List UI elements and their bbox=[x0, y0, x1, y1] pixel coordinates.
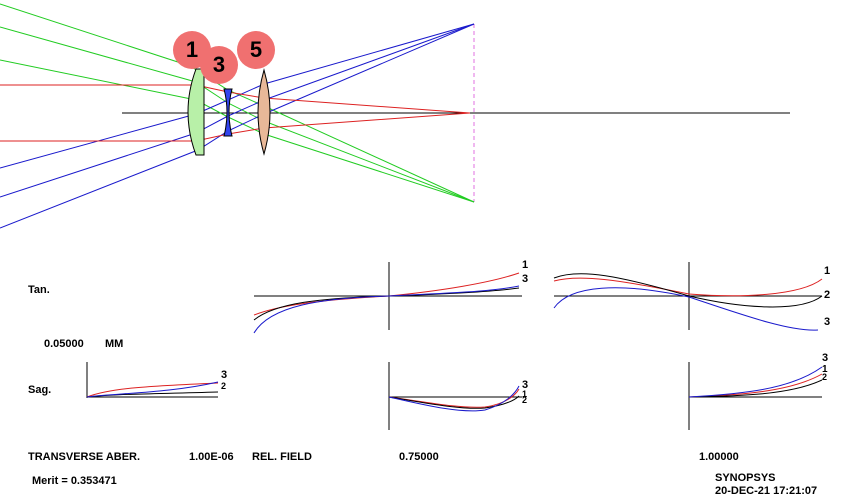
tan-100-curve-1 bbox=[553, 277, 823, 297]
curve-label: 1 bbox=[824, 265, 831, 277]
curve-label: 3 bbox=[522, 273, 529, 285]
curve-label: 2 bbox=[822, 372, 828, 382]
scale-unit: MM bbox=[105, 338, 124, 350]
curve-label: 2 bbox=[221, 381, 227, 391]
rel-field-100: 1.00000 bbox=[699, 451, 739, 463]
tan-075-curve-1 bbox=[253, 272, 520, 316]
sag-plot-100 bbox=[688, 362, 823, 430]
sag-100-curve-3 bbox=[688, 366, 823, 398]
curve-label: 1 bbox=[522, 259, 529, 271]
tan-075-curve-3 bbox=[253, 285, 520, 334]
tan-100-curve-3 bbox=[553, 287, 819, 331]
transverse-aber-label: TRANSVERSE ABER. bbox=[28, 451, 141, 463]
curve-label: 1 bbox=[822, 364, 828, 375]
tan-label: Tan. bbox=[28, 284, 50, 296]
curve-label: 3 bbox=[824, 316, 831, 328]
lens-element-2 bbox=[223, 88, 233, 137]
curve-label: 2 bbox=[522, 395, 528, 405]
sag-plot-075 bbox=[388, 362, 522, 430]
curve-label: 3 bbox=[522, 379, 529, 391]
program-name: SYNOPSYS bbox=[715, 472, 776, 484]
lens-element-3 bbox=[257, 68, 271, 156]
tan-plot-075 bbox=[253, 262, 522, 334]
scale-exponent: 1.00E-06 bbox=[189, 451, 234, 463]
sag-100-curve-1 bbox=[688, 373, 823, 398]
lens-element-1 bbox=[187, 68, 205, 156]
sag-000-curve-1 bbox=[86, 382, 219, 398]
sag-000-curve-2 bbox=[86, 391, 219, 398]
scale-value: 0.05000 bbox=[44, 338, 84, 350]
rel-field-label: REL. FIELD bbox=[252, 451, 312, 463]
curve-label: 2 bbox=[824, 289, 831, 301]
rel-field-075: 0.75000 bbox=[399, 451, 439, 463]
ray-bundle-green bbox=[0, 3, 475, 203]
sag-075-curve-1 bbox=[388, 388, 520, 408]
merit-value: Merit = 0.353471 bbox=[32, 475, 117, 487]
curve-label: 3 bbox=[221, 369, 228, 381]
lens-badge-3: 3 bbox=[200, 46, 238, 84]
sag-075-curve-3 bbox=[388, 385, 520, 412]
curve-label: 1 bbox=[522, 389, 528, 399]
sag-label: Sag. bbox=[28, 384, 52, 396]
tan-075-curve-2 bbox=[253, 287, 520, 321]
sag-075-curve-2 bbox=[388, 395, 520, 409]
tan-100-curve-2 bbox=[553, 273, 823, 308]
sag-100-curve-2 bbox=[688, 379, 823, 398]
timestamp: 20-DEC-21 17:21:07 bbox=[715, 485, 818, 497]
sag-plot-000 bbox=[86, 362, 219, 398]
sag-000-curve-3 bbox=[86, 381, 219, 398]
tan-plot-100 bbox=[553, 262, 823, 331]
lens-badge-5: 5 bbox=[237, 31, 275, 69]
curve-label: 3 bbox=[822, 352, 829, 364]
